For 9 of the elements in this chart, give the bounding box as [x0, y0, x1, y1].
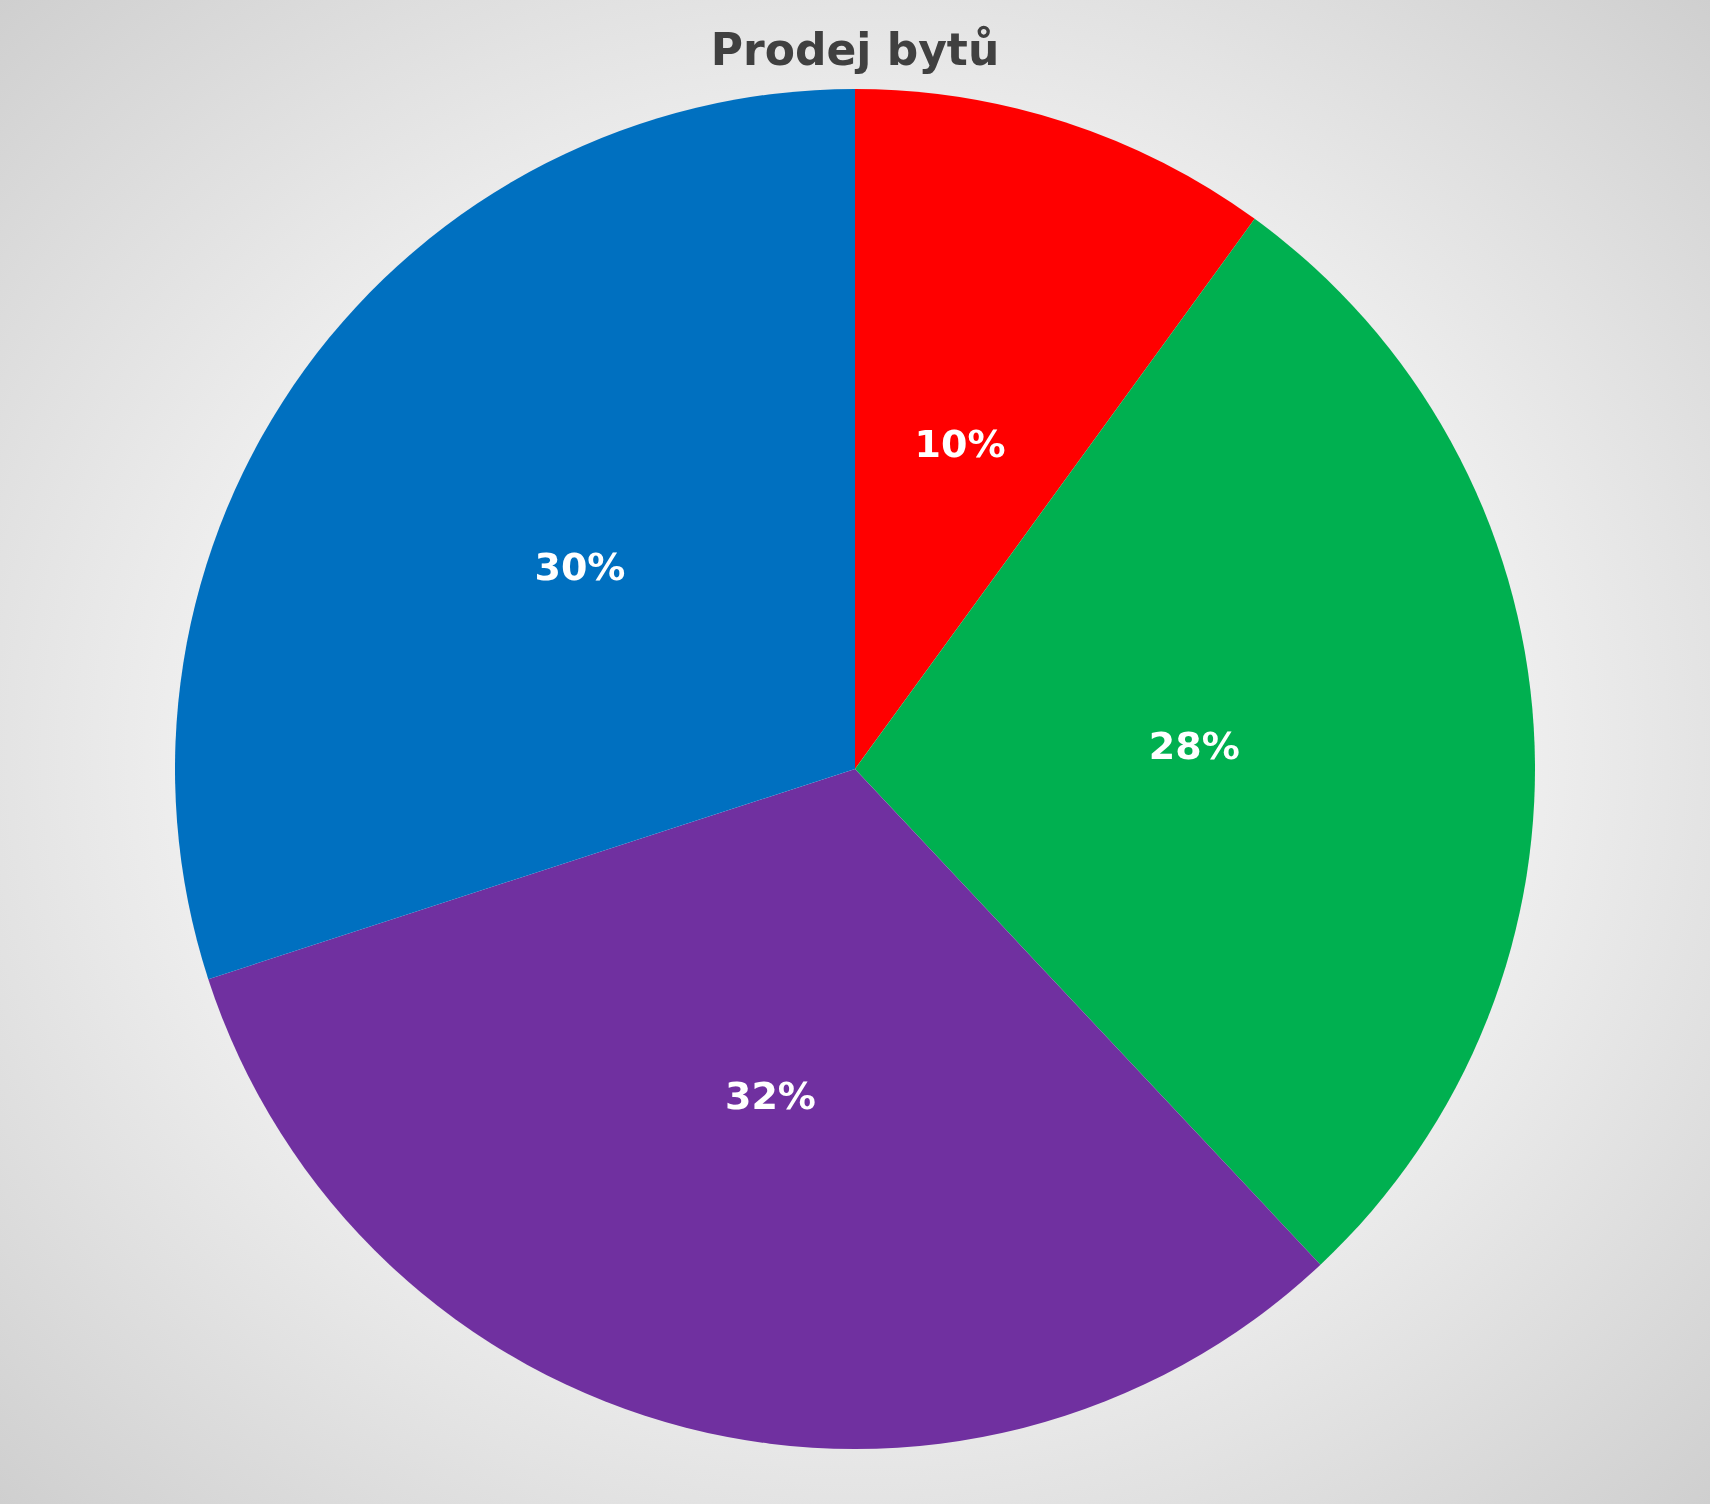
pie-slice: [855, 218, 1534, 1265]
data-label: 30%: [534, 545, 626, 590]
pie-slice: [176, 89, 855, 980]
data-label: 10%: [914, 421, 1006, 466]
chart-title: Prodej bytů: [710, 24, 1000, 75]
data-label: 32%: [724, 1074, 816, 1119]
pie-slice: [855, 89, 1255, 769]
pie-slice: [208, 769, 1321, 1449]
data-label: 28%: [1148, 723, 1240, 768]
